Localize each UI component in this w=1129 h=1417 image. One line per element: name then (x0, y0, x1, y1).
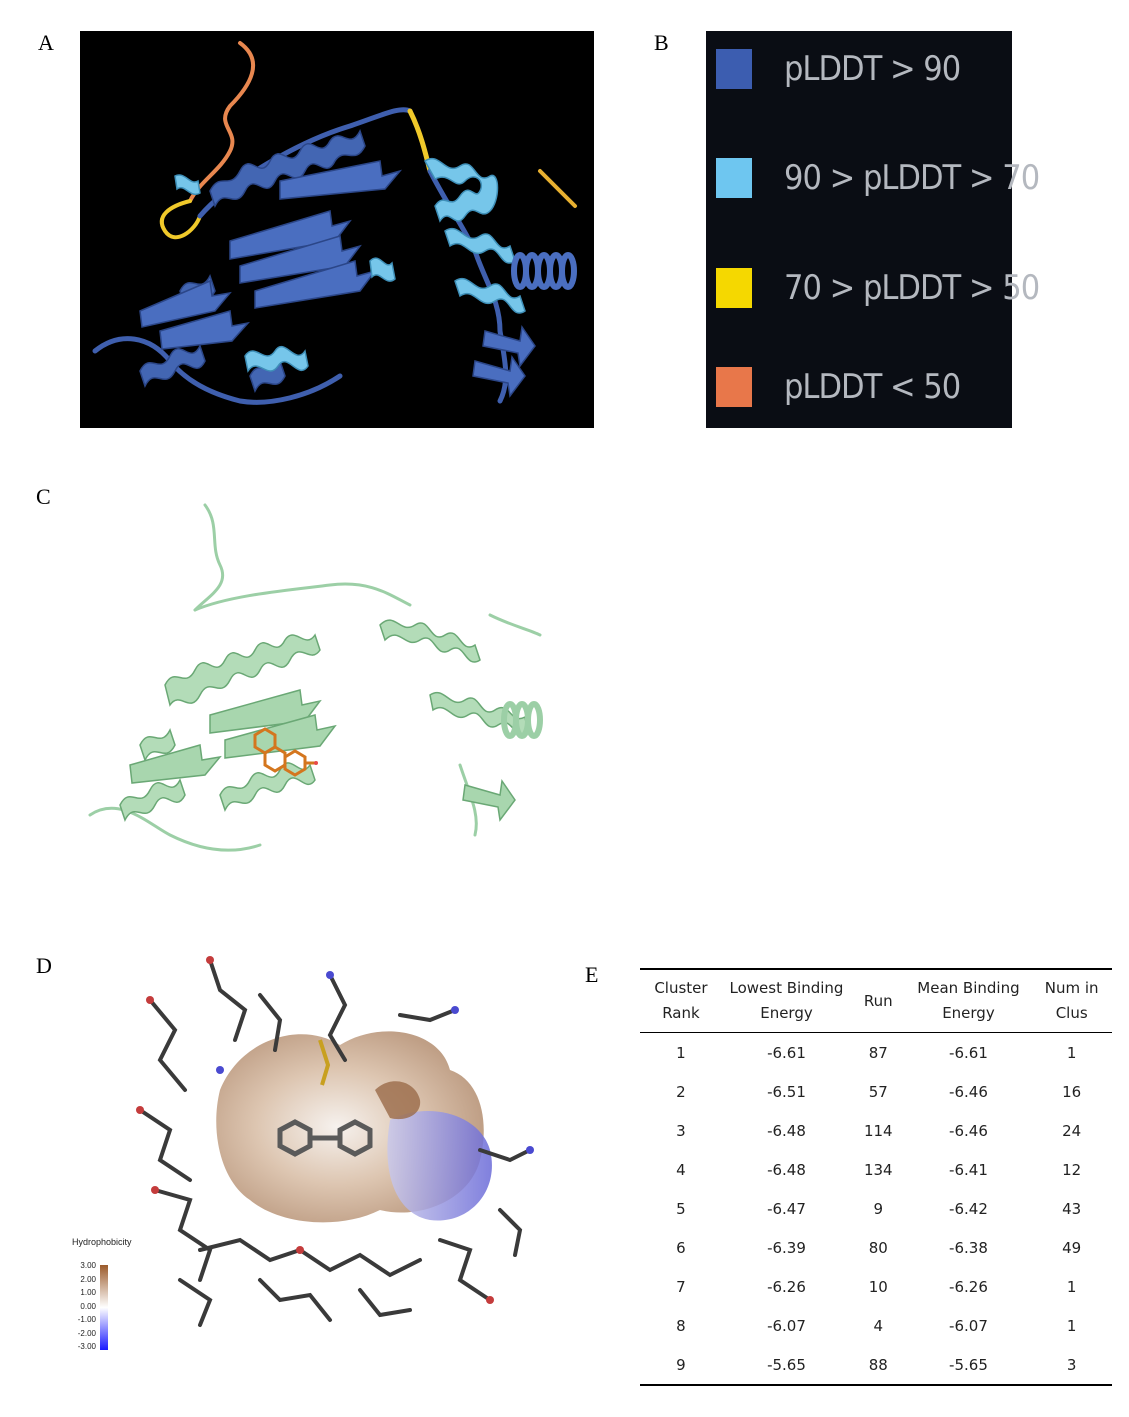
table-cell: 12 (1062, 1160, 1082, 1179)
panel-label-e: E (585, 962, 599, 987)
table-row: 6 -6.39 80 -6.38 49 (640, 1228, 1112, 1267)
table-cell: 9 (873, 1199, 884, 1218)
table-cell: 3 (676, 1121, 686, 1140)
hydrophobicity-tick: -2.00 (77, 1328, 96, 1338)
legend-swatch (716, 268, 752, 308)
hydrophobicity-ticks: 3.00 2.00 1.00 0.00 -1.00 -2.00 -3.00 (74, 1259, 96, 1354)
legend-item: 90 > pLDDT > 70 (716, 158, 1040, 198)
table-cell: 134 (863, 1160, 893, 1179)
table-cell: -5.65 (767, 1355, 806, 1374)
protein-ribbon-illustration (92, 41, 577, 405)
table-cell: 57 (868, 1082, 888, 1101)
table-cell: -6.07 (767, 1316, 806, 1335)
table-header-row: Cluster Rank Lowest Binding Energy Run Mea… (640, 969, 1112, 1033)
legend-label: 70 > pLDDT > 50 (784, 268, 1040, 308)
table-row: 1 -6.61 87 -6.61 1 (640, 1033, 1112, 1073)
table-cell: 16 (1062, 1082, 1082, 1101)
panel-label-a: A (38, 30, 54, 55)
legend-swatch (716, 158, 752, 198)
ligand-icon (253, 727, 318, 777)
hydrophobicity-tick: 2.00 (80, 1274, 96, 1284)
table-row: 9 -5.65 88 -5.65 3 (640, 1345, 1112, 1385)
panel-label-c: C (36, 484, 51, 509)
header-num-in-clus: Num in Clus (1044, 979, 1099, 1022)
table-cell: 2 (676, 1082, 686, 1101)
header-cluster-rank: Cluster Rank (654, 979, 708, 1022)
table-cell: -5.65 (949, 1355, 988, 1374)
table-cell: 3 (1066, 1355, 1077, 1374)
table-cell: -6.38 (949, 1238, 988, 1257)
table-cell: -6.48 (767, 1160, 806, 1179)
panel-label-d: D (36, 953, 52, 978)
table-cell: -6.48 (767, 1121, 806, 1140)
table-cell: 6 (676, 1238, 686, 1257)
table-cell: -6.39 (767, 1238, 806, 1257)
hydrophobic-surface-illustration (136, 956, 534, 1327)
alphafold-structure-image (80, 31, 594, 428)
legend-item: pLDDT > 90 (716, 49, 961, 89)
hydrophobicity-tick: -3.00 (77, 1342, 96, 1351)
hydrophobicity-title: Hydrophobicity (72, 1237, 132, 1247)
table-cell: 10 (868, 1277, 888, 1296)
table-cell: 43 (1062, 1199, 1082, 1218)
hydrophobicity-tick: 0.00 (80, 1301, 96, 1311)
table-cell: 4 (873, 1316, 884, 1335)
hydrophobicity-tick: 3.00 (80, 1261, 96, 1270)
table-cell: 4 (676, 1160, 686, 1179)
table-cell: 1 (676, 1043, 686, 1062)
table-cell: 8 (676, 1316, 686, 1335)
hydrophobicity-tick: -1.00 (77, 1315, 96, 1324)
header-run: Run (863, 991, 893, 1010)
docking-complex-image (70, 495, 570, 875)
table-cell: 5 (676, 1199, 686, 1218)
table-cell: 1 (1066, 1043, 1077, 1062)
table-cell: 88 (868, 1355, 888, 1374)
table-row: 5 -6.47 9 -6.42 43 (640, 1189, 1112, 1228)
table-cell: -6.26 (949, 1277, 988, 1296)
table-cell: 49 (1062, 1238, 1082, 1257)
table-row: 8 -6.07 4 -6.07 1 (640, 1306, 1112, 1345)
legend-label: pLDDT < 50 (784, 367, 961, 407)
table-cell: -6.26 (767, 1277, 806, 1296)
table-cell: -6.47 (767, 1199, 806, 1218)
header-mean-binding-energy: Mean Binding Energy (917, 979, 1020, 1022)
table-cell: -6.61 (949, 1043, 988, 1062)
table-cell: 24 (1062, 1121, 1082, 1140)
table-cell: -6.41 (949, 1160, 988, 1179)
table-cell: -6.61 (767, 1043, 806, 1062)
table-cell: -6.46 (949, 1121, 988, 1140)
table-cell: -6.46 (949, 1082, 988, 1101)
plddt-legend: pLDDT > 90 90 > pLDDT > 70 70 > pLDDT > … (706, 31, 1040, 428)
legend-swatch (716, 49, 752, 89)
table-cell: 80 (868, 1238, 888, 1257)
table-cell: 114 (863, 1121, 893, 1140)
panel-label-b: B (654, 30, 669, 55)
hydrophobicity-tick: 1.00 (80, 1288, 96, 1297)
table-row: 2 -6.51 57 -6.46 16 (640, 1072, 1112, 1111)
hydrophobicity-colorbar (100, 1265, 108, 1350)
legend-label: pLDDT > 90 (784, 49, 961, 89)
table-row: 4 -6.48 134 -6.41 12 (640, 1150, 1112, 1189)
docking-results-table: Cluster Rank Lowest Binding Energy Run Mea… (640, 968, 1112, 1386)
protein-ligand-illustration (88, 503, 543, 852)
legend-item: pLDDT < 50 (716, 367, 961, 407)
table-cell: -6.42 (949, 1199, 988, 1218)
legend-label: 90 > pLDDT > 70 (784, 158, 1040, 198)
binding-pocket-image: Hydrophobicity 3.00 2.00 1.00 0.00 -1.00… (60, 950, 560, 1370)
table-cell: -6.51 (767, 1082, 806, 1101)
table-row: 3 -6.48 114 -6.46 24 (640, 1111, 1112, 1150)
table-cell: 7 (676, 1277, 686, 1296)
table-row: 7 -6.26 10 -6.26 1 (640, 1267, 1112, 1306)
table-cell: 87 (868, 1043, 888, 1062)
table-cell: -6.07 (949, 1316, 988, 1335)
legend-swatch (716, 367, 752, 407)
table-cell: 1 (1066, 1277, 1077, 1296)
header-lowest-binding-energy: Lowest Binding Energy (729, 979, 844, 1022)
table-cell: 1 (1066, 1316, 1077, 1335)
table-cell: 9 (676, 1355, 686, 1374)
legend-item: 70 > pLDDT > 50 (716, 268, 1040, 308)
